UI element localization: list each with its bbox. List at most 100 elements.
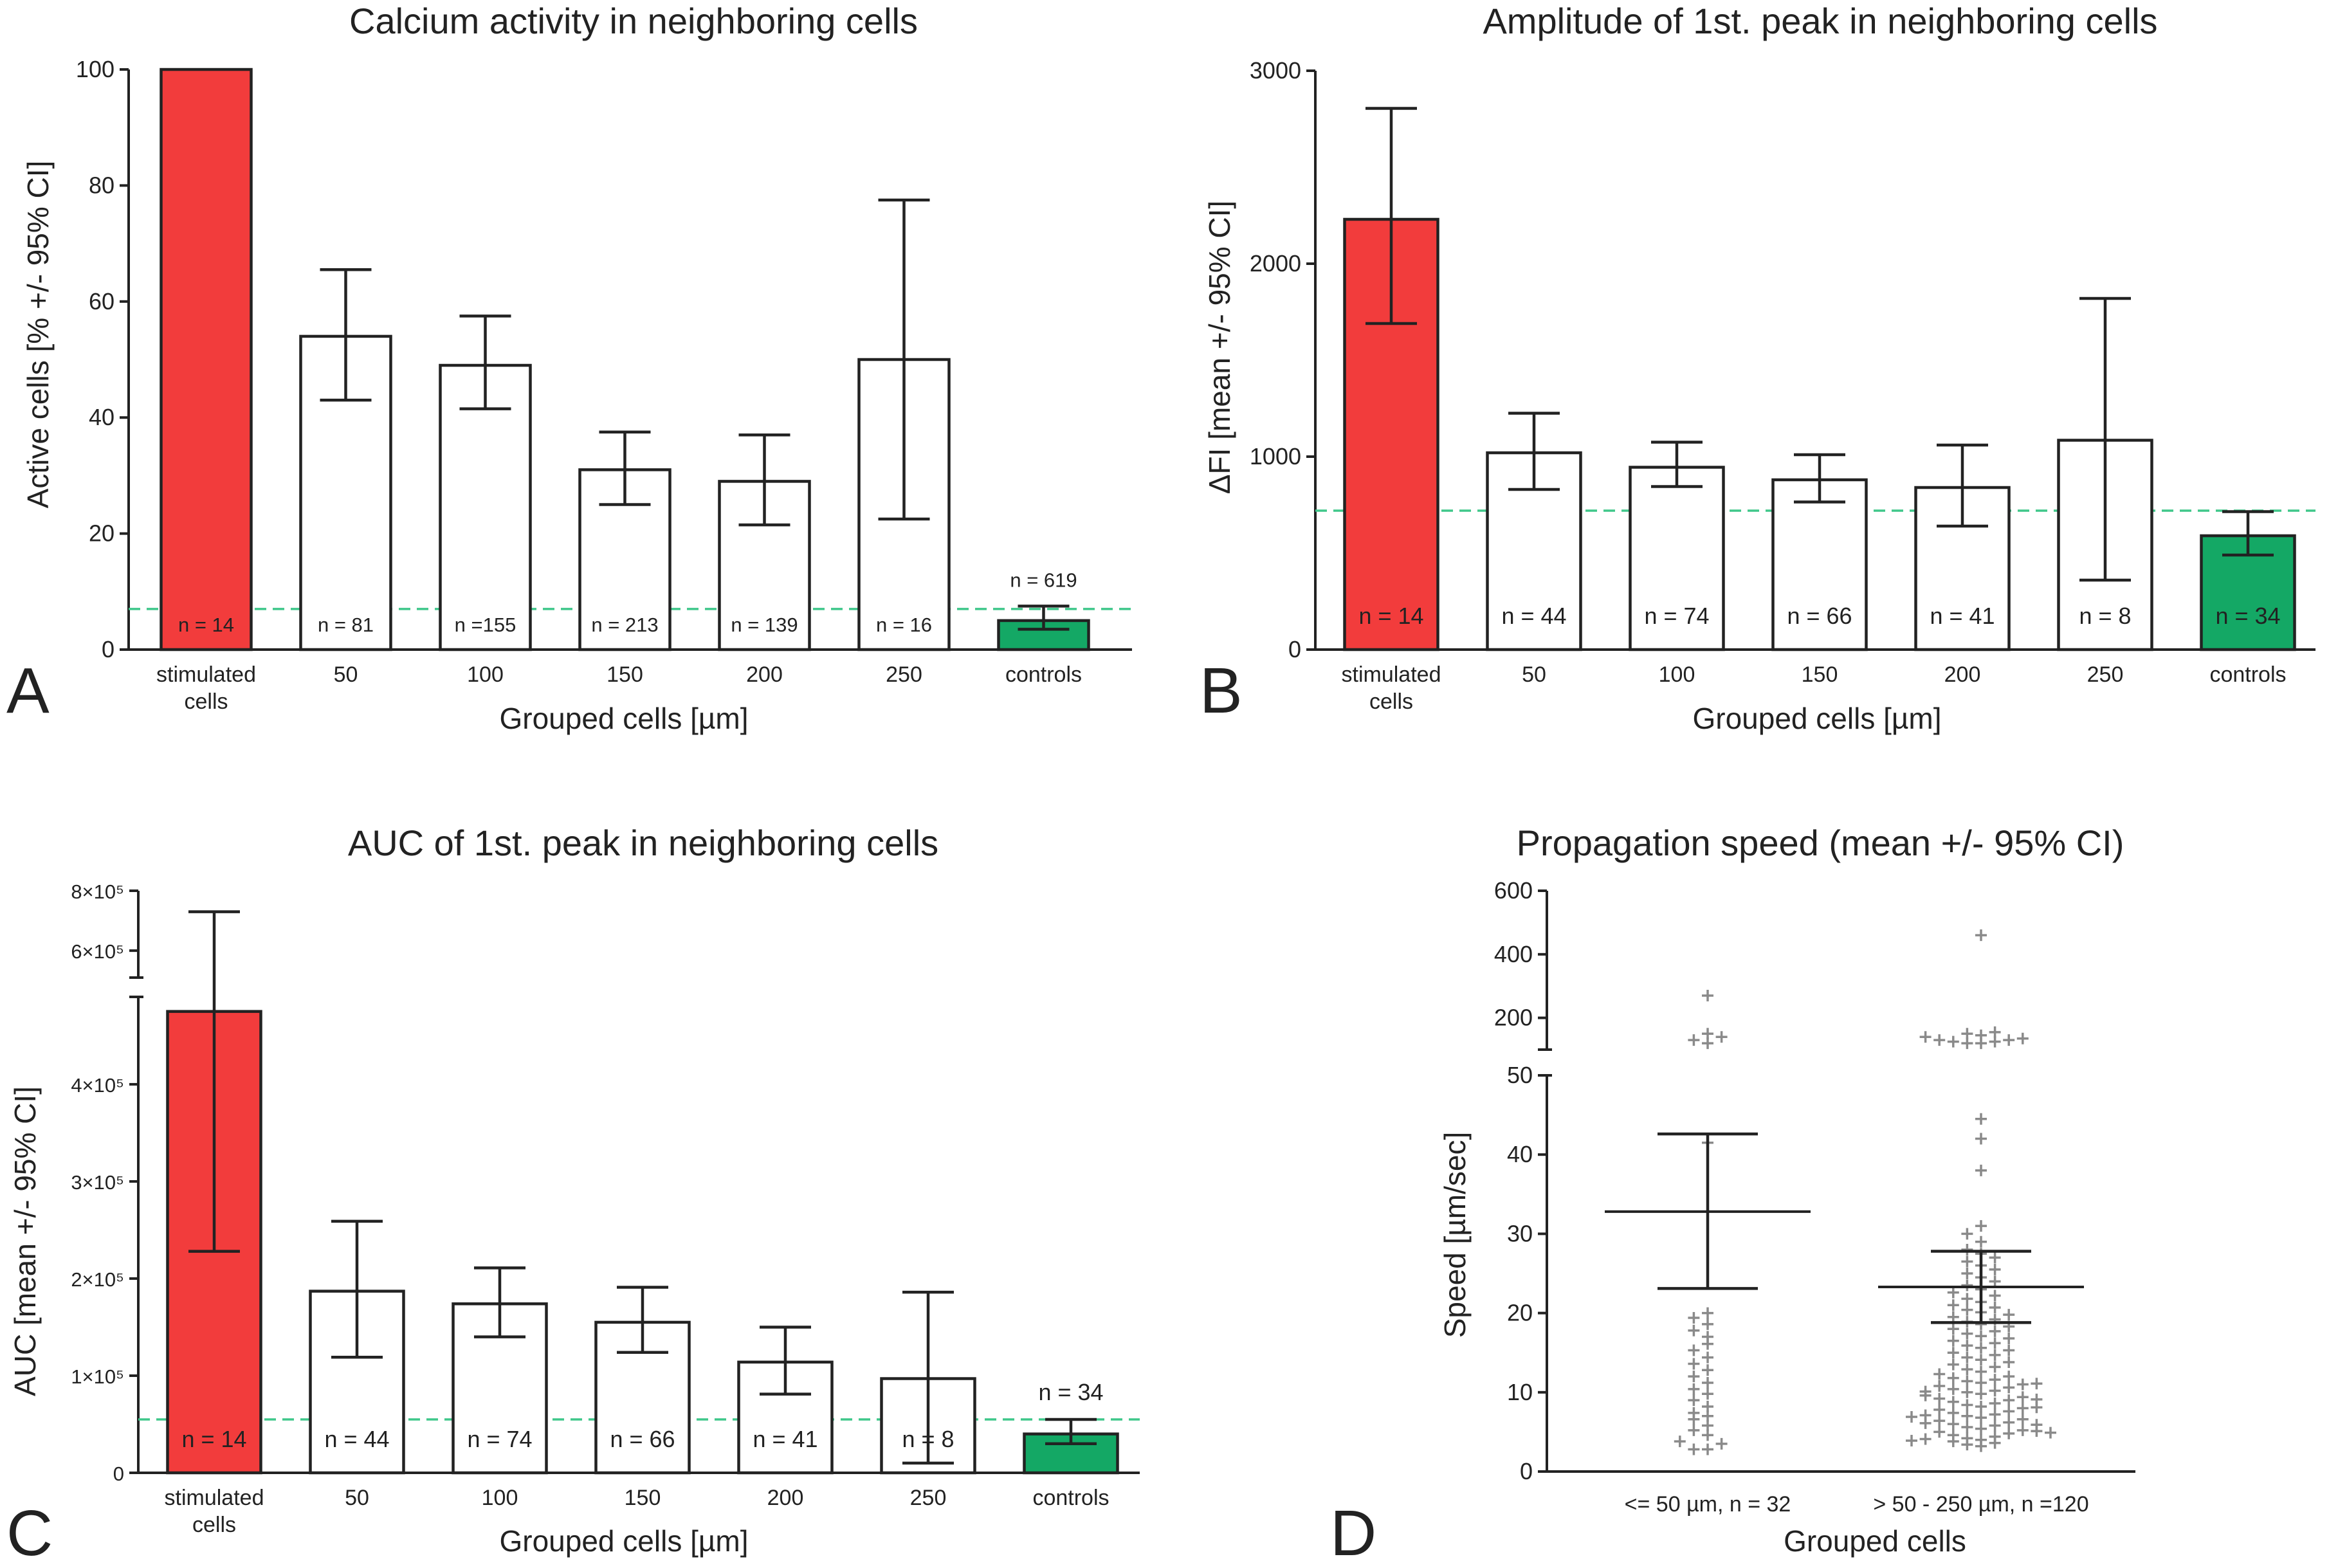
panel-d-point-0 xyxy=(1702,1364,1713,1376)
panel-d-point-1 xyxy=(1975,1029,1987,1041)
panel-d-point-1 xyxy=(1961,1399,1973,1411)
panel-d-point-1 xyxy=(1975,1377,1987,1389)
panel-a-xlabel: Grouped cells [µm] xyxy=(500,702,749,735)
panel-d-point-1 xyxy=(1975,1133,1987,1145)
panel-c-y-tick-label: 0 xyxy=(113,1463,124,1485)
panel-d-point-1 xyxy=(1975,1164,1987,1176)
panel-d-point-1 xyxy=(1975,1113,1987,1125)
panel-d-point-0 xyxy=(1688,1443,1700,1455)
panel-a-y-tick-label: 60 xyxy=(89,288,114,315)
panel-c-n-label-0: n = 14 xyxy=(181,1426,246,1452)
panel-d-point-1 xyxy=(1906,1410,1917,1423)
panel-c-category-label-3: 150 xyxy=(625,1486,661,1510)
panel-c-n-label-2: n = 74 xyxy=(467,1426,532,1452)
panel-d-point-1 xyxy=(2003,1405,2015,1418)
panel-b-xlabel: Grouped cells [µm] xyxy=(1693,702,1942,735)
panel-a-n-label-4: n = 139 xyxy=(731,614,798,636)
panel-d-point-1 xyxy=(1947,1299,1959,1311)
panel-d-point-1 xyxy=(2031,1393,2043,1405)
panel-d-y-tick-label: 0 xyxy=(1520,1458,1533,1484)
panel-d-point-1 xyxy=(1961,1304,1973,1316)
panel-d-point-1 xyxy=(1919,1031,1932,1043)
panel-d-point-1 xyxy=(1961,1432,1973,1445)
panel-d-point-1 xyxy=(1975,1235,1987,1248)
panel-d-point-1 xyxy=(2031,1419,2043,1431)
panel-c-n-label-5: n = 8 xyxy=(902,1426,954,1452)
panel-b-category-label-6: controls xyxy=(2209,662,2286,687)
panel-d-point-0 xyxy=(1702,1377,1713,1389)
panel-d-point-0 xyxy=(1688,1324,1700,1336)
panel-a-y-tick-label: 100 xyxy=(76,56,114,82)
panel-d-point-1 xyxy=(1989,1301,2001,1313)
panel-a-category-label-1: 50 xyxy=(334,662,358,687)
panel-a-category-label-5: 250 xyxy=(886,662,922,687)
panel-d-point-1 xyxy=(1989,1385,2001,1397)
panel-d-point-0 xyxy=(1702,1351,1713,1363)
panel-b-category-label-4: 200 xyxy=(1944,662,1981,687)
panel-d-point-0 xyxy=(1688,1424,1700,1436)
panel-d-y-tick-label: 40 xyxy=(1507,1141,1533,1167)
panel-c-xlabel: Grouped cells [µm] xyxy=(500,1524,749,1558)
panel-letter-c: C xyxy=(6,1497,53,1568)
panel-a-category-label-0: cells xyxy=(184,689,228,714)
panel-c-y-tick-label: 1×10⁵ xyxy=(71,1365,124,1388)
panel-d-point-0 xyxy=(1688,1311,1700,1324)
panel-b-category-label-2: 100 xyxy=(1659,662,1695,687)
panel-d-point-1 xyxy=(1961,1375,1973,1387)
panel-d-point-0 xyxy=(1702,1307,1713,1319)
panel-d-point-0 xyxy=(1715,1031,1728,1043)
panel-d-point-1 xyxy=(1975,1434,1987,1446)
panel-d-point-1 xyxy=(1947,1347,1959,1359)
panel-d-point-1 xyxy=(1919,1385,1932,1398)
panel-b-n-label-0: n = 14 xyxy=(1358,603,1423,629)
panel-d-y-tick-label: 50 xyxy=(1507,1062,1533,1088)
panel-d-point-1 xyxy=(1947,1286,1959,1299)
panel-a-n-label-0: n = 14 xyxy=(178,614,234,636)
panel-d-point-1 xyxy=(1947,1035,1959,1048)
panel-d-point-1 xyxy=(1961,1255,1973,1268)
panel-b-n-label-5: n = 8 xyxy=(2079,603,2131,629)
panel-d-y-tick-label: 20 xyxy=(1507,1300,1533,1326)
panel-a-bar-2 xyxy=(439,363,532,652)
panel-d-point-1 xyxy=(1933,1380,1946,1392)
panel-d-point-0 xyxy=(1688,1407,1700,1419)
panel-a-category-label-0: stimulated xyxy=(156,662,256,687)
panel-d-ylabel: Speed [µm/sec] xyxy=(1438,1132,1472,1338)
panel-a-category-label-3: 150 xyxy=(607,662,643,687)
panel-b-bar-2 xyxy=(1629,466,1725,652)
panel-b-amplitude-chart: Amplitude of 1st. peak in neighboring ce… xyxy=(1200,1,2315,735)
panel-c-y-tick-label: 6×10⁵ xyxy=(71,940,124,963)
panel-d-point-1 xyxy=(1947,1418,1959,1430)
panel-a-bar-0 xyxy=(160,68,253,652)
panel-d-point-1 xyxy=(2003,1394,2015,1407)
panel-c-category-label-6: controls xyxy=(1032,1486,1109,1510)
panel-d-point-1 xyxy=(1933,1426,1946,1438)
panel-d-point-1 xyxy=(1961,1293,1973,1305)
panel-d-point-1 xyxy=(1975,1330,1987,1342)
panel-d-point-1 xyxy=(2003,1356,2015,1368)
panel-b-category-label-1: 50 xyxy=(1522,662,1546,687)
panel-d-point-0 xyxy=(1688,1371,1700,1383)
panel-b-y-tick-label: 0 xyxy=(1288,636,1301,662)
panel-b-category-label-0: cells xyxy=(1369,689,1413,714)
panel-d-y-tick-label: 200 xyxy=(1494,1005,1533,1031)
panel-b-y-tick-label: 1000 xyxy=(1250,443,1301,469)
panel-d-point-1 xyxy=(1961,1363,1973,1376)
panel-a-bar-4 xyxy=(718,480,811,652)
panel-d-point-0 xyxy=(1688,1358,1700,1370)
panel-b-y-tick-label: 2000 xyxy=(1250,250,1301,277)
panel-d-point-1 xyxy=(1989,1290,2001,1302)
panel-d-y-tick-label: 400 xyxy=(1494,941,1533,967)
panel-d-title: Propagation speed (mean +/- 95% CI) xyxy=(1517,823,2124,863)
panel-d-point-1 xyxy=(1961,1410,1973,1422)
panel-c-auc-chart: AUC of 1st. peak in neighboring cells AU… xyxy=(6,823,1140,1568)
panel-d-point-1 xyxy=(2016,1402,2029,1414)
panel-a-n-label-1: n = 81 xyxy=(318,614,374,636)
panel-d-point-1 xyxy=(2031,1378,2043,1390)
panel-a-category-label-2: 100 xyxy=(467,662,504,687)
panel-b-n-label-1: n = 44 xyxy=(1501,603,1566,629)
panel-d-point-1 xyxy=(2016,1424,2029,1436)
